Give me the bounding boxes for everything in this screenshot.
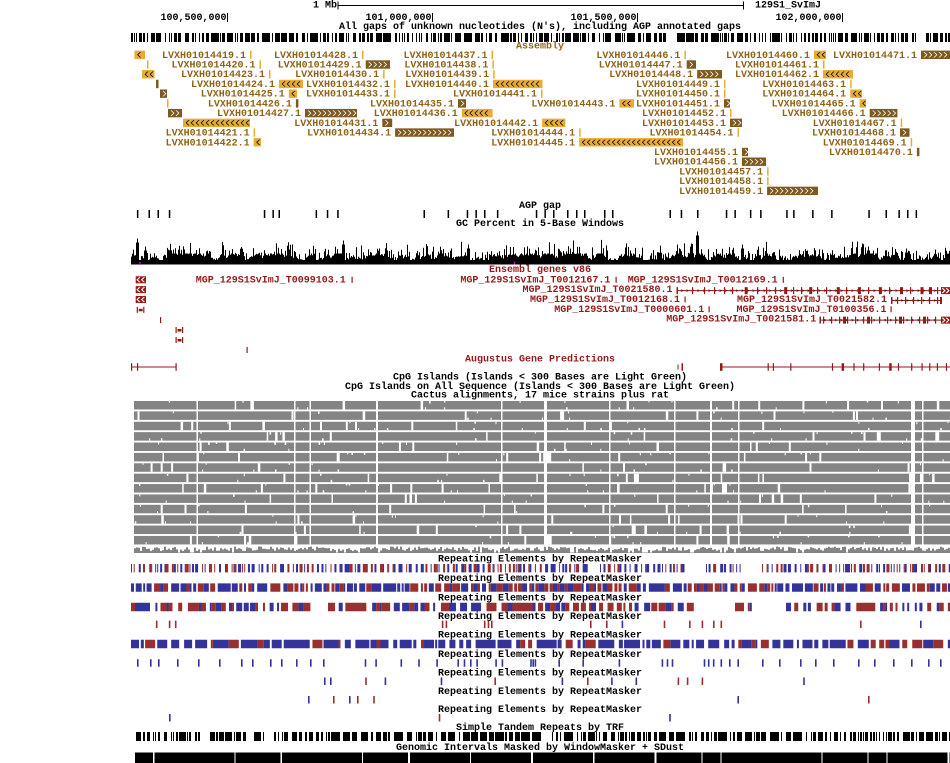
svg-text:LVXH01014465.1: LVXH01014465.1: [772, 99, 856, 110]
svg-text:LVXH01014421.1: LVXH01014421.1: [166, 129, 250, 140]
svg-text:LVXH01014458.1: LVXH01014458.1: [679, 177, 763, 188]
svg-text:Repeating Elements by RepeatMa: Repeating Elements by RepeatMasker: [438, 704, 642, 716]
svg-text:Simple Tandem Repeats by TRF: Simple Tandem Repeats by TRF: [456, 722, 624, 734]
svg-text:Ensembl genes v86: Ensembl genes v86: [489, 264, 591, 276]
svg-text:Repeating Elements by RepeatMa: Repeating Elements by RepeatMasker: [438, 611, 642, 623]
svg-text:LVXH01014447.1: LVXH01014447.1: [599, 61, 683, 72]
svg-text:101,000,000: 101,000,000: [366, 13, 432, 24]
svg-text:Genomic Intervals Masked by Wi: Genomic Intervals Masked by WindowMasker…: [396, 742, 684, 754]
svg-text:LVXH01014468.1: LVXH01014468.1: [812, 129, 896, 140]
svg-text:LVXH01014471.1: LVXH01014471.1: [833, 51, 917, 62]
svg-text:All gaps of unknown nucleotide: All gaps of unknown nucleotides (N's), i…: [339, 21, 741, 33]
svg-text:LVXH01014439.1: LVXH01014439.1: [405, 70, 489, 81]
svg-text:MGP_129S1SvImJ_T0000601.1: MGP_129S1SvImJ_T0000601.1: [554, 305, 704, 316]
svg-text:CpG Islands on All Sequence (I: CpG Islands on All Sequence (Islands < 3…: [345, 381, 735, 393]
svg-text:LVXH01014445.1: LVXH01014445.1: [491, 138, 575, 149]
svg-text:101,500,000: 101,500,000: [571, 13, 637, 24]
svg-text:LVXH01014442.1: LVXH01014442.1: [454, 119, 538, 130]
svg-text:LVXH01014463.1: LVXH01014463.1: [762, 80, 846, 91]
svg-text:102,000,000: 102,000,000: [776, 13, 842, 24]
svg-text:LVXH01014450.1: LVXH01014450.1: [636, 90, 720, 101]
svg-text:Repeating Elements by RepeatMa: Repeating Elements by RepeatMasker: [438, 554, 642, 566]
svg-text:LVXH01014446.1: LVXH01014446.1: [596, 51, 680, 62]
svg-text:LVXH01014441.1: LVXH01014441.1: [453, 90, 537, 101]
svg-text:Repeating Elements by RepeatMa: Repeating Elements by RepeatMasker: [438, 593, 642, 605]
svg-text:MGP_129S1SvImJ_T0021582.1: MGP_129S1SvImJ_T0021582.1: [737, 295, 887, 306]
svg-text:Assembly: Assembly: [516, 41, 564, 53]
svg-text:LVXH01014424.1: LVXH01014424.1: [191, 80, 275, 91]
svg-text:Cactus alignments, 17 mice str: Cactus alignments, 17 mice strains plus …: [411, 390, 669, 402]
svg-text:LVXH01014452.1: LVXH01014452.1: [642, 109, 726, 120]
svg-text:LVXH01014469.1: LVXH01014469.1: [823, 138, 907, 149]
svg-text:MGP_129S1SvImJ_T0012168.1: MGP_129S1SvImJ_T0012168.1: [530, 295, 680, 306]
svg-text:LVXH01014428.1: LVXH01014428.1: [274, 51, 358, 62]
svg-text:LVXH01014429.1: LVXH01014429.1: [278, 61, 362, 72]
svg-text:LVXH01014461.1: LVXH01014461.1: [735, 61, 819, 72]
svg-text:CpG Islands (Islands < 300 Bas: CpG Islands (Islands < 300 Bases are Lig…: [393, 372, 687, 384]
svg-text:LVXH01014443.1: LVXH01014443.1: [531, 99, 615, 110]
svg-text:LVXH01014425.1: LVXH01014425.1: [201, 90, 285, 101]
svg-text:LVXH01014436.1: LVXH01014436.1: [374, 109, 458, 120]
svg-text:LVXH01014427.1: LVXH01014427.1: [217, 109, 301, 120]
svg-text:LVXH01014420.1: LVXH01014420.1: [172, 61, 256, 72]
svg-text:LVXH01014464.1: LVXH01014464.1: [762, 90, 846, 101]
svg-text:Repeating Elements by RepeatMa: Repeating Elements by RepeatMasker: [438, 686, 642, 698]
svg-text:LVXH01014433.1: LVXH01014433.1: [306, 90, 390, 101]
svg-text:LVXH01014459.1: LVXH01014459.1: [679, 187, 763, 198]
svg-text:AGP gap: AGP gap: [519, 201, 561, 212]
svg-text:LVXH01014467.1: LVXH01014467.1: [813, 119, 897, 130]
svg-text:LVXH01014435.1: LVXH01014435.1: [370, 99, 454, 110]
svg-text:100,500,000: 100,500,000: [161, 13, 227, 24]
svg-text:Repeating Elements by RepeatMa: Repeating Elements by RepeatMasker: [438, 573, 642, 585]
svg-text:LVXH01014454.1: LVXH01014454.1: [650, 129, 734, 140]
svg-text:LVXH01014422.1: LVXH01014422.1: [166, 138, 250, 149]
svg-text:LVXH01014466.1: LVXH01014466.1: [782, 109, 866, 120]
svg-text:LVXH01014448.1: LVXH01014448.1: [609, 70, 693, 81]
svg-text:LVXH01014456.1: LVXH01014456.1: [654, 158, 738, 169]
svg-text:MGP_129S1SvImJ_T0012169.1: MGP_129S1SvImJ_T0012169.1: [628, 275, 778, 286]
svg-text:MGP_129S1SvImJ_T0012167.1: MGP_129S1SvImJ_T0012167.1: [460, 275, 610, 286]
svg-text:GC Percent in 5-Base Windows: GC Percent in 5-Base Windows: [456, 218, 624, 230]
svg-text:MGP_129S1SvImJ_T0021580.1: MGP_129S1SvImJ_T0021580.1: [523, 285, 673, 296]
svg-text:LVXH01014432.1: LVXH01014432.1: [306, 80, 390, 91]
svg-text:LVXH01014438.1: LVXH01014438.1: [404, 61, 488, 72]
svg-text:LVXH01014440.1: LVXH01014440.1: [405, 80, 489, 91]
svg-text:LVXH01014455.1: LVXH01014455.1: [654, 148, 738, 159]
svg-text:Repeating Elements by RepeatMa: Repeating Elements by RepeatMasker: [438, 630, 642, 642]
svg-text:LVXH01014462.1: LVXH01014462.1: [735, 70, 819, 81]
svg-text:Augustus Gene Predictions: Augustus Gene Predictions: [465, 354, 615, 366]
svg-text:MGP_129S1SvImJ_T0099103.1: MGP_129S1SvImJ_T0099103.1: [196, 275, 346, 286]
svg-text:LVXH01014444.1: LVXH01014444.1: [491, 129, 575, 140]
svg-text:LVXH01014460.1: LVXH01014460.1: [726, 51, 810, 62]
svg-text:LVXH01014419.1: LVXH01014419.1: [162, 51, 246, 62]
svg-text:Repeating Elements by RepeatMa: Repeating Elements by RepeatMasker: [438, 668, 642, 680]
svg-text:LVXH01014423.1: LVXH01014423.1: [181, 70, 265, 81]
svg-text:LVXH01014470.1: LVXH01014470.1: [829, 148, 913, 159]
svg-text:1 Mb: 1 Mb: [313, 0, 337, 12]
svg-text:129S1_SvImJ: 129S1_SvImJ: [755, 1, 821, 12]
svg-text:LVXH01014434.1: LVXH01014434.1: [307, 129, 391, 140]
svg-text:MGP_129S1SvImJ_T0021581.1: MGP_129S1SvImJ_T0021581.1: [666, 315, 816, 326]
svg-text:LVXH01014437.1: LVXH01014437.1: [404, 51, 488, 62]
svg-text:Repeating Elements by RepeatMa: Repeating Elements by RepeatMasker: [438, 649, 642, 661]
svg-text:LVXH01014430.1: LVXH01014430.1: [295, 70, 379, 81]
svg-text:LVXH01014449.1: LVXH01014449.1: [636, 80, 720, 91]
svg-text:LVXH01014431.1: LVXH01014431.1: [294, 119, 378, 130]
svg-text:LVXH01014453.1: LVXH01014453.1: [642, 119, 726, 130]
svg-text:LVXH01014457.1: LVXH01014457.1: [679, 167, 763, 178]
svg-text:LVXH01014451.1: LVXH01014451.1: [636, 99, 720, 110]
svg-text:LVXH01014426.1: LVXH01014426.1: [208, 99, 292, 110]
svg-text:MGP_129S1SvImJ_T0100356.1: MGP_129S1SvImJ_T0100356.1: [737, 305, 887, 316]
